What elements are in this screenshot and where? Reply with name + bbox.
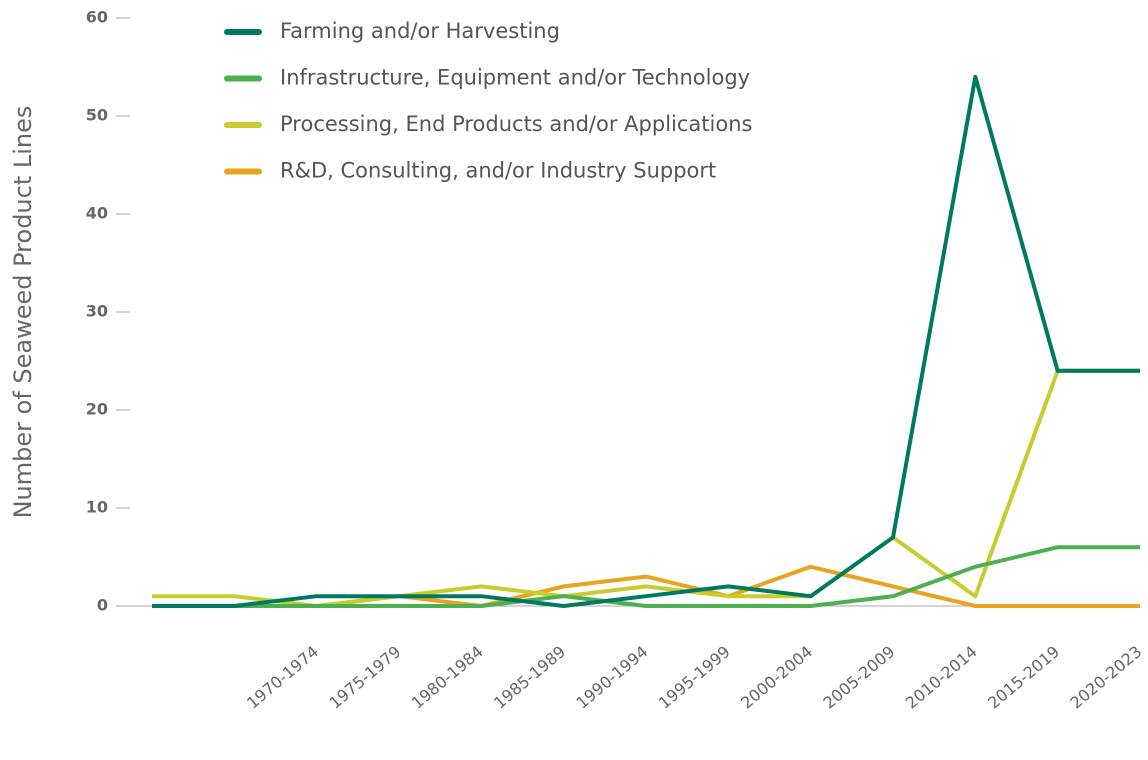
x-tick-label: 2010-2014 [902, 642, 981, 713]
legend-label: Farming and/or Harvesting [280, 19, 560, 43]
legend-label: Infrastructure, Equipment and/or Technol… [280, 66, 750, 90]
x-tick-label: 2005-2009 [819, 642, 898, 713]
series-line [152, 74, 1140, 608]
legend-label: Processing, End Products and/or Applicat… [280, 112, 752, 136]
y-tick-label: 10 [86, 498, 108, 517]
y-tick-label: 60 [86, 8, 108, 27]
x-tick-label: 2015-2019 [984, 642, 1063, 713]
x-tick-label: 1970-1974 [243, 642, 322, 713]
y-tick-label: 30 [86, 302, 108, 321]
x-tick-label: 1990-1994 [572, 642, 651, 713]
x-tick-label: 1975-1979 [325, 642, 404, 713]
y-tick-label: 20 [86, 400, 108, 419]
y-tick-label: 50 [86, 106, 108, 125]
legend-label: R&D, Consulting, and/or Industry Support [280, 159, 716, 183]
x-tick-label: 1995-1999 [655, 642, 734, 713]
series-line [152, 545, 1140, 608]
y-tick-label: 0 [97, 596, 108, 615]
y-axis-label: Number of Seaweed Product Lines [9, 106, 37, 519]
series-line [152, 368, 1140, 608]
x-tick-label: 1985-1989 [490, 642, 569, 713]
x-tick-label: 1980-1984 [408, 642, 487, 713]
x-tick-label: 2020-2023 [1066, 642, 1145, 713]
x-tick-label: 2000-2004 [737, 642, 816, 713]
y-tick-label: 40 [86, 204, 108, 223]
